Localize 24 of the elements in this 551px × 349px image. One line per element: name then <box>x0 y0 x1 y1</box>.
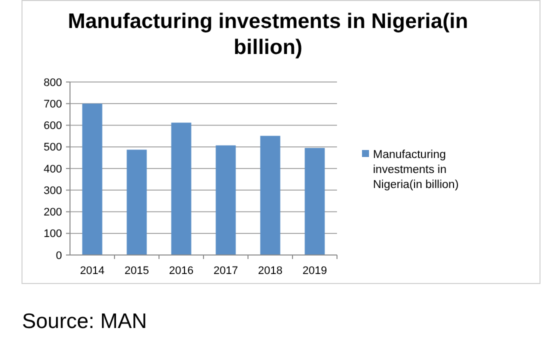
y-tick-label: 500 <box>44 142 62 154</box>
y-tick-label: 800 <box>44 76 62 89</box>
y-tick-label: 600 <box>44 120 62 132</box>
x-tick-label: 2018 <box>258 265 282 277</box>
bar <box>260 136 280 255</box>
bar <box>304 148 325 255</box>
source-note: Source: MAN <box>22 310 147 333</box>
y-tick-label: 100 <box>44 228 62 240</box>
x-tick-label: 2015 <box>124 265 149 277</box>
y-tick-label: 300 <box>44 184 62 197</box>
bar <box>216 145 236 255</box>
bar <box>82 104 102 255</box>
y-tick-label: 200 <box>44 206 62 219</box>
bar <box>126 150 147 255</box>
bar <box>171 122 192 255</box>
y-tick-label: 0 <box>56 250 62 262</box>
x-tick-label: 2017 <box>214 265 238 277</box>
x-tick-label: 2019 <box>302 265 327 277</box>
x-tick-label: 2014 <box>80 265 104 277</box>
legend-label: Manufacturing investments in Nigeria(in billion) <box>373 149 459 191</box>
y-tick-label: 700 <box>44 98 62 110</box>
y-tick-label: 400 <box>44 163 62 176</box>
chart-title: Manufacturing investments in Nigeria(in billion) <box>68 10 468 59</box>
x-tick-label: 2016 <box>169 265 194 277</box>
